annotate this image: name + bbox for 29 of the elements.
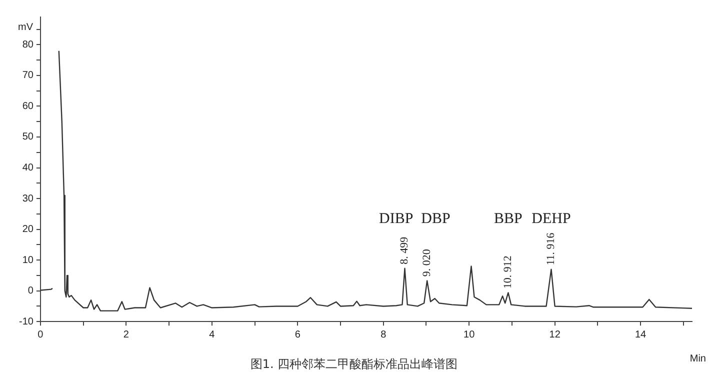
y-axis-title: mV	[18, 22, 34, 33]
y-tick-label: 10	[22, 254, 34, 266]
x-tick-label: 8	[380, 329, 387, 340]
x-tick-label: 10	[464, 329, 476, 340]
y-tick-label: 30	[22, 193, 34, 204]
annotation: 9. 020	[420, 248, 433, 277]
annotation: 8. 499	[398, 236, 411, 264]
y-tick-label: 40	[22, 162, 34, 174]
y-tick-label: 0	[28, 286, 34, 297]
annotation: DBP	[421, 211, 450, 228]
annotation: BBP	[494, 211, 522, 228]
x-tick-label: 2	[123, 329, 130, 340]
y-tick-label: 50	[22, 132, 34, 143]
annotation: 11. 916	[545, 232, 558, 266]
x-tick-label: 4	[209, 329, 216, 340]
annotation: 10. 912	[502, 256, 514, 289]
y-tick-label: 20	[22, 224, 34, 236]
y-tick-label: -10	[19, 316, 34, 328]
y-tick-label: 70	[22, 70, 34, 82]
x-axis-title: Min	[690, 353, 706, 364]
y-tick-label: 80	[22, 39, 34, 50]
x-tick-label: 0	[38, 329, 44, 340]
annotation: DEHP	[532, 211, 571, 228]
x-tick-label: 14	[635, 329, 647, 340]
x-tick-label: 6	[294, 329, 301, 340]
annotation: DIBP	[378, 211, 414, 228]
y-tick-label: 60	[22, 100, 34, 112]
x-tick-label: 12	[549, 329, 561, 340]
text: 图1. 四种邻苯二甲酸酯标准品出峰谱图	[250, 356, 458, 371]
